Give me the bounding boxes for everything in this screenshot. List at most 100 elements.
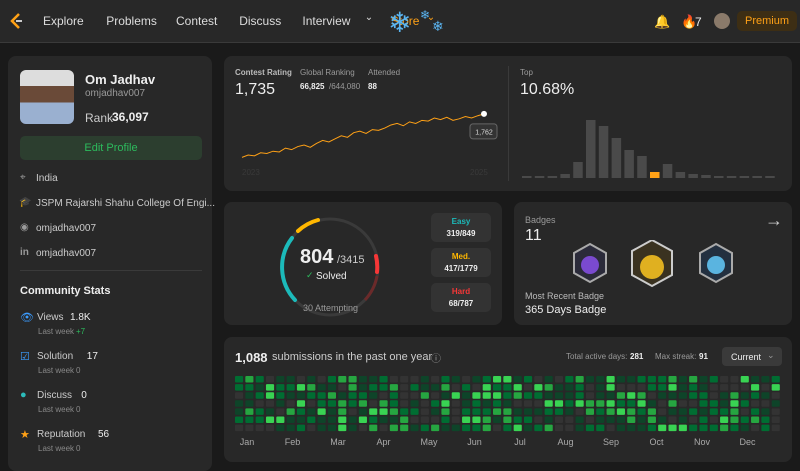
heatmap-cell [678, 384, 687, 391]
rank: 36,097 [112, 110, 149, 124]
tooltip-box [469, 123, 498, 140]
nav-item[interactable]: Store [390, 14, 420, 28]
heatmap-cell [730, 408, 739, 415]
heatmap-cell [575, 416, 584, 423]
recent-badge-label: Most Recent Badge [525, 291, 605, 301]
heatmap-cell [338, 416, 347, 423]
linkedin[interactable]: omjadhav007 [36, 248, 97, 259]
info-icon[interactable]: ⓘ [431, 354, 441, 365]
heatmap-cell [462, 376, 471, 383]
badges-arrow[interactable]: → [765, 210, 783, 230]
heatmap-cell [647, 408, 656, 415]
ranking-label: Global Ranking [300, 68, 355, 77]
heatmap-cell [389, 400, 398, 407]
heatmap-cell [689, 424, 698, 432]
heatmap-cell [400, 384, 409, 391]
heatmap-cell [730, 416, 739, 423]
month-label: Dec [739, 437, 756, 447]
heatmap-cell [410, 376, 419, 383]
heatmap-cell [358, 416, 367, 423]
heatmap-cell [235, 408, 244, 415]
heatmap-cell [441, 424, 450, 432]
heatmap-cell [235, 416, 244, 423]
nav-item[interactable]: Problems [106, 14, 157, 28]
month-label: Jun [467, 437, 482, 447]
heatmap-cell [627, 416, 636, 423]
heatmap-cell [431, 416, 440, 423]
heatmap-cell [523, 392, 533, 399]
heatmap-cell [441, 408, 450, 415]
nav-item[interactable]: Interview [302, 14, 351, 28]
heatmap-cell [493, 384, 502, 391]
level-name: Easy [451, 217, 471, 226]
distribution-bar [624, 150, 634, 178]
heatmap-cell [709, 400, 718, 407]
distribution-bar [637, 156, 647, 178]
heatmap-cell [472, 376, 481, 383]
heatmap-cell [637, 400, 646, 407]
heatmap-cell [307, 416, 316, 423]
rating-label: Contest Rating [235, 68, 292, 77]
year-select[interactable] [722, 347, 782, 366]
avatar-small[interactable] [714, 13, 730, 29]
distribution-bar [522, 176, 532, 178]
heatmap-cell [358, 392, 367, 399]
heatmap-cell [606, 376, 615, 383]
heatmap-cell [627, 400, 636, 407]
heatmap-cell [554, 400, 564, 407]
notification-icon[interactable]: 🔔 [654, 14, 671, 29]
heatmap-cell [596, 424, 605, 432]
nav-item[interactable]: Contest [176, 14, 218, 28]
heatmap-cell [389, 408, 398, 415]
heatmap-cell [740, 392, 749, 399]
heatmap-cell [317, 376, 326, 383]
heatmap-cell [317, 384, 326, 391]
month-label: Apr [376, 437, 390, 447]
heatmap-cell [327, 424, 337, 432]
heatmap-cell [255, 408, 264, 415]
badge-icons [573, 240, 733, 288]
heatmap-cell [565, 392, 574, 399]
heatmap-cell [338, 408, 347, 415]
heatmap-cell [596, 384, 605, 391]
heatmap-cell [307, 392, 316, 399]
github[interactable]: omjadhav007 [36, 223, 97, 234]
heatmap-cell [513, 392, 522, 399]
stat-week: +7 [76, 327, 86, 336]
stat-week-label: Last week [38, 444, 75, 453]
streak-icon[interactable]: 🔥 [681, 14, 698, 29]
heatmap-cell [585, 416, 595, 423]
heatmap-cell [245, 424, 254, 432]
heatmap-cell [338, 384, 347, 391]
nav-item[interactable]: Discuss [239, 14, 282, 28]
heatmap-cell [245, 408, 254, 415]
logo[interactable] [8, 12, 24, 30]
heatmap-cell [503, 424, 512, 432]
nav-item[interactable]: Explore [43, 14, 84, 28]
stat-week: 0 [76, 405, 81, 414]
year-select-caret[interactable]: ⌄ [767, 350, 775, 360]
edit-profile-button[interactable]: Edit Profile [20, 136, 202, 160]
premium-button[interactable]: Premium [737, 11, 798, 31]
contest-charts: 1,762 2023 2025 [241, 110, 775, 178]
solved-label: Solved [316, 271, 347, 282]
heatmap-cell [596, 416, 605, 423]
heatmap-cell [348, 424, 357, 432]
heatmap-cell [678, 376, 687, 383]
heatmap-cell [276, 392, 285, 399]
heatmap-cell [565, 424, 574, 432]
year-select-text[interactable]: Current [731, 352, 762, 362]
heatmap-cell [616, 424, 625, 432]
heatmap-cell [420, 416, 429, 423]
heatmap-cell [709, 392, 718, 399]
heatmap-cell [771, 392, 780, 399]
heatmap-cell [730, 384, 739, 391]
x-start: 2023 [242, 168, 260, 177]
rating: 1,735 [235, 81, 276, 98]
heatmap-cell [689, 392, 698, 399]
heatmap-cell [327, 408, 337, 415]
heatmap-cell [493, 400, 502, 407]
heatmap-cell [585, 408, 595, 415]
heatmap-cell [338, 400, 347, 407]
